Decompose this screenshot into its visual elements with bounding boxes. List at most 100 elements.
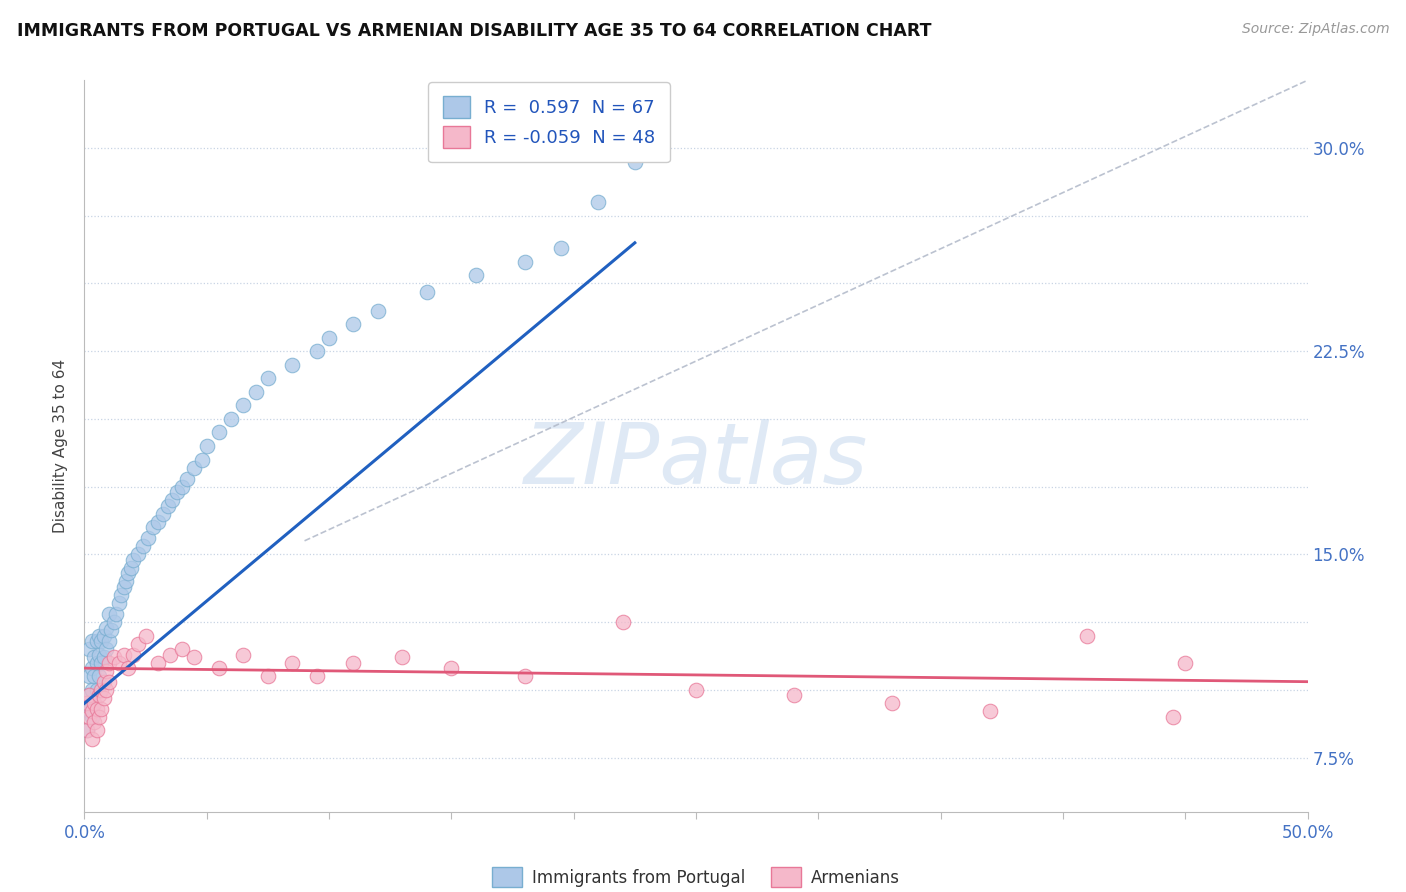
Point <box>120 561 142 575</box>
Text: IMMIGRANTS FROM PORTUGAL VS ARMENIAN DISABILITY AGE 35 TO 64 CORRELATION CHART: IMMIGRANTS FROM PORTUGAL VS ARMENIAN DIS… <box>17 22 931 40</box>
Point <box>183 650 205 665</box>
Point <box>685 682 707 697</box>
Text: ZIPatlas: ZIPatlas <box>524 419 868 502</box>
Point <box>176 471 198 485</box>
Point <box>586 195 609 210</box>
Point <box>305 344 328 359</box>
Point <box>783 688 806 702</box>
Point <box>77 642 100 657</box>
Point <box>80 710 103 724</box>
Point <box>257 371 280 385</box>
Point <box>117 661 139 675</box>
Point <box>367 303 389 318</box>
Point <box>90 656 112 670</box>
Point <box>122 553 145 567</box>
Point <box>159 648 181 662</box>
Point <box>86 723 108 738</box>
Point <box>103 650 125 665</box>
Point <box>440 661 463 675</box>
Point <box>624 154 647 169</box>
Point <box>97 674 120 689</box>
Point <box>83 650 105 665</box>
Point <box>195 439 218 453</box>
Point <box>166 485 188 500</box>
Point <box>76 723 98 738</box>
Point <box>110 588 132 602</box>
Point <box>77 705 100 719</box>
Text: Source: ZipAtlas.com: Source: ZipAtlas.com <box>1241 22 1389 37</box>
Point <box>513 254 536 268</box>
Point <box>93 674 115 689</box>
Point <box>80 682 103 697</box>
Point <box>83 669 105 683</box>
Point <box>112 648 135 662</box>
Point <box>90 634 112 648</box>
Point <box>96 642 118 657</box>
Point <box>86 656 108 670</box>
Point <box>183 460 205 475</box>
Point <box>208 661 231 675</box>
Point <box>77 669 100 683</box>
Point <box>87 710 110 724</box>
Point <box>87 648 110 662</box>
Point <box>136 531 159 545</box>
Point <box>513 669 536 683</box>
Y-axis label: Disability Age 35 to 64: Disability Age 35 to 64 <box>53 359 69 533</box>
Point <box>97 634 120 648</box>
Point <box>1076 629 1098 643</box>
Point <box>232 648 254 662</box>
Point <box>96 682 118 697</box>
Point <box>76 697 98 711</box>
Point <box>117 566 139 581</box>
Point <box>87 629 110 643</box>
Point <box>77 688 100 702</box>
Point <box>257 669 280 683</box>
Point <box>162 493 184 508</box>
Point <box>107 596 129 610</box>
Point <box>87 688 110 702</box>
Point <box>132 539 155 553</box>
Point <box>77 710 100 724</box>
Point <box>391 650 413 665</box>
Point <box>612 615 634 629</box>
Point <box>342 317 364 331</box>
Point <box>281 358 304 372</box>
Point <box>83 697 105 711</box>
Point <box>146 515 169 529</box>
Point <box>127 637 149 651</box>
Point <box>342 656 364 670</box>
Point <box>880 697 903 711</box>
Point <box>152 507 174 521</box>
Point <box>122 648 145 662</box>
Point <box>172 642 194 657</box>
Legend: Immigrants from Portugal, Armenians: Immigrants from Portugal, Armenians <box>485 860 907 892</box>
Point <box>96 620 118 634</box>
Point <box>1174 656 1197 670</box>
Point <box>90 682 112 697</box>
Point <box>83 715 105 730</box>
Point <box>1161 710 1184 724</box>
Point <box>115 574 138 589</box>
Point <box>93 650 115 665</box>
Point <box>103 615 125 629</box>
Point <box>97 656 120 670</box>
Point <box>416 285 439 299</box>
Point <box>96 664 118 678</box>
Point <box>979 705 1001 719</box>
Point <box>318 331 340 345</box>
Point <box>172 480 194 494</box>
Point <box>105 607 128 621</box>
Point <box>191 452 214 467</box>
Point <box>245 384 267 399</box>
Point <box>90 702 112 716</box>
Point <box>86 702 108 716</box>
Point <box>77 688 100 702</box>
Point <box>281 656 304 670</box>
Point <box>76 697 98 711</box>
Point <box>80 634 103 648</box>
Point <box>86 634 108 648</box>
Point <box>142 520 165 534</box>
Point <box>232 398 254 412</box>
Point <box>107 656 129 670</box>
Point <box>76 723 98 738</box>
